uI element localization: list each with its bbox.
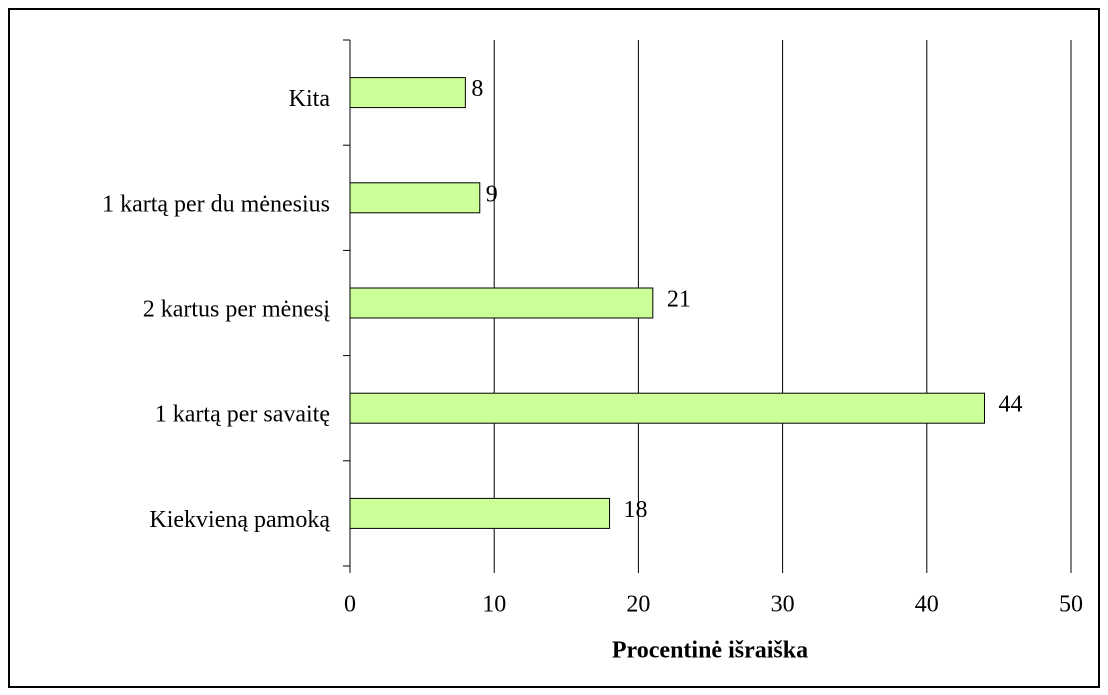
data-label: 21 bbox=[667, 287, 691, 313]
chart-border bbox=[8, 8, 1100, 688]
y-tick-label: Kita bbox=[289, 86, 331, 112]
bar bbox=[349, 182, 481, 214]
y-tick-label: 1 kartą per du mėnesius bbox=[102, 191, 330, 217]
data-label: 8 bbox=[471, 76, 483, 102]
x-tick-label: 0 bbox=[344, 592, 356, 618]
y-tick-label: 2 kartus per mėnesį bbox=[143, 297, 331, 323]
x-tick-label: 10 bbox=[482, 592, 506, 618]
y-tick-label: 1 kartą per savaitę bbox=[155, 402, 330, 428]
x-tick-label: 40 bbox=[915, 592, 939, 618]
x-tick-label: 30 bbox=[771, 592, 795, 618]
data-label: 9 bbox=[486, 181, 498, 207]
y-tick-label: Kiekvieną pamoką bbox=[149, 507, 330, 533]
x-tick-label: 50 bbox=[1059, 592, 1083, 618]
bar bbox=[349, 77, 466, 109]
bar bbox=[349, 497, 611, 529]
x-tick-label: 20 bbox=[626, 592, 650, 618]
bar bbox=[349, 287, 654, 319]
x-axis-title: Procentinė išraiška bbox=[612, 638, 808, 664]
bar bbox=[349, 392, 985, 424]
data-label: 44 bbox=[998, 392, 1022, 418]
data-label: 18 bbox=[624, 497, 648, 523]
